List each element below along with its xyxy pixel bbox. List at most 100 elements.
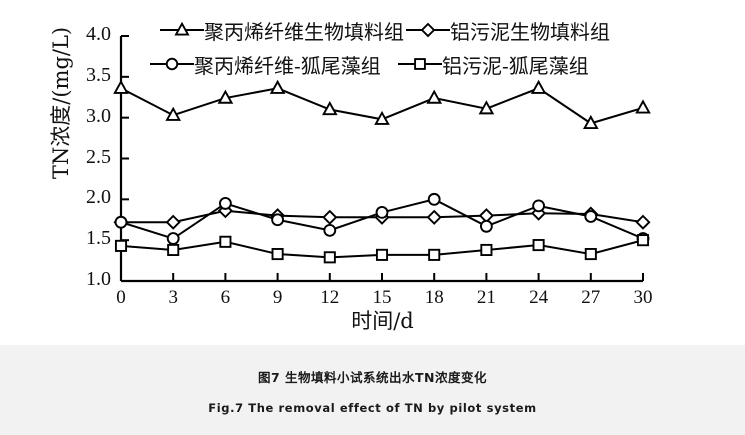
y-axis-tick-label: 1.5 <box>86 227 111 250</box>
data-point-square <box>114 239 128 252</box>
triangle-marker <box>321 101 338 116</box>
square-marker <box>375 248 389 261</box>
square-marker <box>428 248 441 261</box>
triangle-marker <box>426 89 443 104</box>
y-axis-tick-label: 3.0 <box>86 104 111 127</box>
circle-marker <box>165 57 179 71</box>
x-axis-tick-label: 27 <box>581 287 601 308</box>
chart-plot <box>113 21 651 283</box>
circle-marker <box>584 210 598 223</box>
triangle-marker <box>165 106 182 121</box>
data-point-circle <box>166 232 180 245</box>
data-point-triangle <box>217 89 234 104</box>
square-marker <box>480 243 493 257</box>
caption-english: Fig.7 The removal effect of TN by pilot … <box>208 401 537 415</box>
data-point-triangle <box>113 79 129 94</box>
square-marker <box>532 239 545 252</box>
data-point-square <box>532 239 545 252</box>
data-point-circle <box>218 197 232 210</box>
data-point-square <box>375 248 389 261</box>
data-point-circle <box>532 199 546 213</box>
data-point-circle <box>271 213 285 227</box>
circle-marker <box>479 219 493 233</box>
data-point-square <box>271 248 284 261</box>
data-point-circle <box>323 223 337 237</box>
data-point-square <box>219 235 232 248</box>
circle-marker <box>427 192 441 206</box>
x-axis-tick-label: 18 <box>424 287 444 308</box>
x-axis-tick-label: 15 <box>372 287 392 308</box>
circle-marker <box>271 213 285 227</box>
data-point-triangle <box>635 99 651 114</box>
circle-marker <box>532 199 546 213</box>
data-point-circle <box>479 219 493 233</box>
square-marker <box>114 239 128 252</box>
triangle-marker <box>269 79 286 94</box>
legend-layer <box>150 21 450 71</box>
diamond-marker <box>426 209 442 225</box>
legend-item-diamond[interactable] <box>406 22 450 38</box>
data-point-triangle <box>426 89 443 104</box>
square-marker <box>323 251 336 264</box>
data-point-triangle <box>374 110 390 125</box>
circle-marker <box>166 232 180 245</box>
legend-item-circle[interactable] <box>150 57 194 71</box>
data-point-diamond <box>165 214 181 230</box>
x-axis-tick-label: 30 <box>633 287 653 308</box>
x-axis-tick-label: 6 <box>220 287 231 308</box>
data-point-triangle <box>174 21 190 36</box>
data-point-triangle <box>165 106 182 121</box>
square-marker <box>219 235 232 248</box>
x-axis-tick-label: 9 <box>272 287 283 308</box>
diamond-marker <box>635 214 651 230</box>
diamond-marker <box>165 214 181 230</box>
x-axis-title: 时间/d <box>351 309 414 333</box>
y-axis-tick-label: 2.0 <box>86 186 111 209</box>
circle-marker <box>375 205 389 219</box>
data-point-triangle <box>478 100 495 115</box>
y-axis-tick-label: 1.0 <box>86 268 111 290</box>
data-point-circle <box>427 192 441 206</box>
data-point-circle <box>584 210 598 223</box>
triangle-marker <box>635 99 651 114</box>
circle-marker <box>323 223 337 237</box>
x-axis-tick-label: 3 <box>168 287 178 308</box>
triangle-marker <box>530 79 547 94</box>
square-marker <box>636 234 650 247</box>
legend-item-triangle[interactable] <box>160 21 204 36</box>
legend-label: 聚丙烯纤维生物填料组 <box>204 20 404 44</box>
triangle-marker <box>478 100 495 115</box>
data-point-square <box>414 58 426 70</box>
x-axis-tick-label: 21 <box>476 287 496 308</box>
data-point-circle <box>165 57 179 71</box>
x-axis-tick-label: 24 <box>529 287 549 308</box>
data-point-square <box>323 251 336 264</box>
series-markers-square <box>114 234 650 264</box>
square-marker <box>271 248 284 261</box>
legend-label: 铝污泥-狐尾藻组 <box>442 54 589 78</box>
square-marker <box>414 58 426 70</box>
circle-marker <box>218 197 232 210</box>
square-marker <box>584 248 597 261</box>
data-point-square <box>428 248 441 261</box>
legend-item-square[interactable] <box>398 58 442 70</box>
data-point-triangle <box>582 114 599 130</box>
triangle-marker <box>174 21 190 36</box>
data-point-circle <box>114 215 128 229</box>
caption-chinese: 图7 生物填料小试系统出水TN浓度变化 <box>257 370 488 385</box>
legend-label: 聚丙烯纤维-狐尾藻组 <box>194 54 381 78</box>
circle-marker <box>114 215 128 229</box>
data-point-diamond <box>420 22 436 38</box>
data-point-triangle <box>269 79 286 94</box>
triangle-marker <box>374 110 390 125</box>
data-point-square <box>167 243 180 257</box>
y-axis-tick-label: 2.5 <box>86 145 111 168</box>
data-point-diamond <box>322 209 338 225</box>
data-point-triangle <box>321 101 338 116</box>
x-axis-tick-label: 12 <box>320 287 340 308</box>
data-point-circle <box>375 205 389 219</box>
data-point-triangle <box>530 79 547 94</box>
diamond-marker <box>420 22 436 38</box>
triangle-marker <box>582 114 599 130</box>
x-axis-tick-label: 0 <box>116 287 126 308</box>
